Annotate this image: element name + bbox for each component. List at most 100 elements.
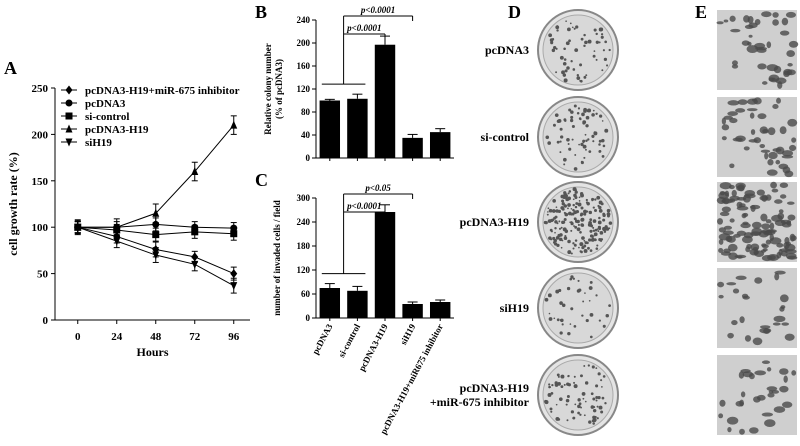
- colony: [598, 139, 602, 143]
- colony: [561, 199, 565, 203]
- colony: [573, 167, 578, 171]
- y-tick-label: 200: [32, 129, 49, 141]
- error-bar: [324, 98, 335, 101]
- colony: [558, 227, 562, 230]
- bar: [319, 288, 341, 318]
- colony: [574, 205, 578, 209]
- colony: [566, 137, 570, 142]
- x-tick-label: si-control: [336, 322, 362, 359]
- colony: [598, 143, 601, 146]
- colony: [578, 196, 581, 199]
- cell: [785, 252, 797, 260]
- cell: [778, 248, 783, 256]
- error-bar: [380, 204, 390, 212]
- colony: [573, 217, 577, 221]
- colony: [585, 74, 588, 77]
- cell: [779, 126, 787, 135]
- cell: [731, 320, 738, 326]
- x-axis-label: Hours: [136, 345, 168, 359]
- colony: [544, 221, 548, 225]
- colony: [568, 108, 572, 112]
- colony: [554, 113, 559, 117]
- cell: [719, 211, 730, 217]
- colony: [565, 41, 570, 46]
- cell: [779, 194, 787, 199]
- colony: [585, 115, 590, 120]
- cell: [718, 227, 727, 233]
- colony: [574, 48, 579, 53]
- colony: [559, 397, 563, 401]
- colony: [559, 234, 563, 237]
- cell: [732, 288, 740, 294]
- y-tick-label: 0: [306, 153, 311, 163]
- x-tick-label: pcDNA3-H19+miR675 inhibitor: [378, 322, 445, 436]
- colony: [573, 193, 577, 198]
- colony: [599, 114, 603, 118]
- colony: [570, 207, 573, 210]
- colony: [600, 379, 603, 382]
- colony: [592, 140, 595, 143]
- colony: [600, 238, 604, 241]
- colony: [550, 238, 553, 241]
- error-bar: [435, 299, 446, 302]
- cell: [748, 139, 758, 143]
- cell: [721, 206, 731, 213]
- cell: [754, 370, 767, 376]
- cell: [783, 375, 788, 383]
- y-axis-label: cell growth rate (%): [6, 152, 20, 255]
- colony: [596, 244, 599, 247]
- bar: [402, 137, 423, 158]
- colony: [561, 303, 566, 308]
- colony: [562, 157, 567, 162]
- colony: [582, 144, 587, 149]
- colony: [601, 69, 604, 72]
- colony: [595, 40, 599, 44]
- colony: [547, 211, 549, 213]
- colony: [588, 210, 593, 215]
- colony: [582, 397, 585, 400]
- cell: [752, 337, 763, 346]
- colony: [554, 242, 558, 246]
- cell: [767, 254, 779, 262]
- colony: [594, 415, 597, 419]
- colony: [552, 123, 556, 127]
- cell: [779, 182, 789, 188]
- cell: [753, 396, 761, 403]
- colony: [591, 134, 595, 138]
- colony: [564, 229, 569, 234]
- colony: [583, 156, 586, 159]
- cell: [766, 386, 778, 392]
- colony: [579, 79, 582, 82]
- cell: [738, 371, 745, 379]
- colony: [559, 301, 563, 305]
- cell: [754, 42, 766, 49]
- colony: [596, 195, 601, 200]
- colony: [570, 115, 574, 119]
- colony: [556, 373, 560, 377]
- colony: [566, 286, 571, 291]
- colony: [593, 28, 597, 32]
- x-tick-label: pcDNA3-H19: [357, 322, 390, 373]
- colony: [572, 277, 575, 280]
- colony: [586, 210, 589, 213]
- cell: [761, 11, 772, 18]
- colony: [568, 147, 572, 151]
- colony: [593, 419, 597, 423]
- colony: [555, 25, 560, 30]
- annotation: p<0.05: [364, 183, 391, 193]
- cell: [750, 204, 756, 212]
- colony: [608, 48, 611, 52]
- colony: [592, 422, 595, 425]
- colony: [593, 406, 596, 409]
- legend-label: pcDNA3-H19+miR-675 inhibitor: [85, 85, 240, 97]
- colony: [572, 242, 575, 245]
- colony: [570, 60, 573, 63]
- cell: [718, 191, 730, 200]
- colony: [573, 225, 575, 227]
- colony: [593, 50, 596, 52]
- cell: [770, 181, 777, 189]
- colony: [595, 58, 598, 61]
- colony: [555, 291, 558, 294]
- colony: [598, 319, 601, 322]
- cell: [727, 100, 740, 106]
